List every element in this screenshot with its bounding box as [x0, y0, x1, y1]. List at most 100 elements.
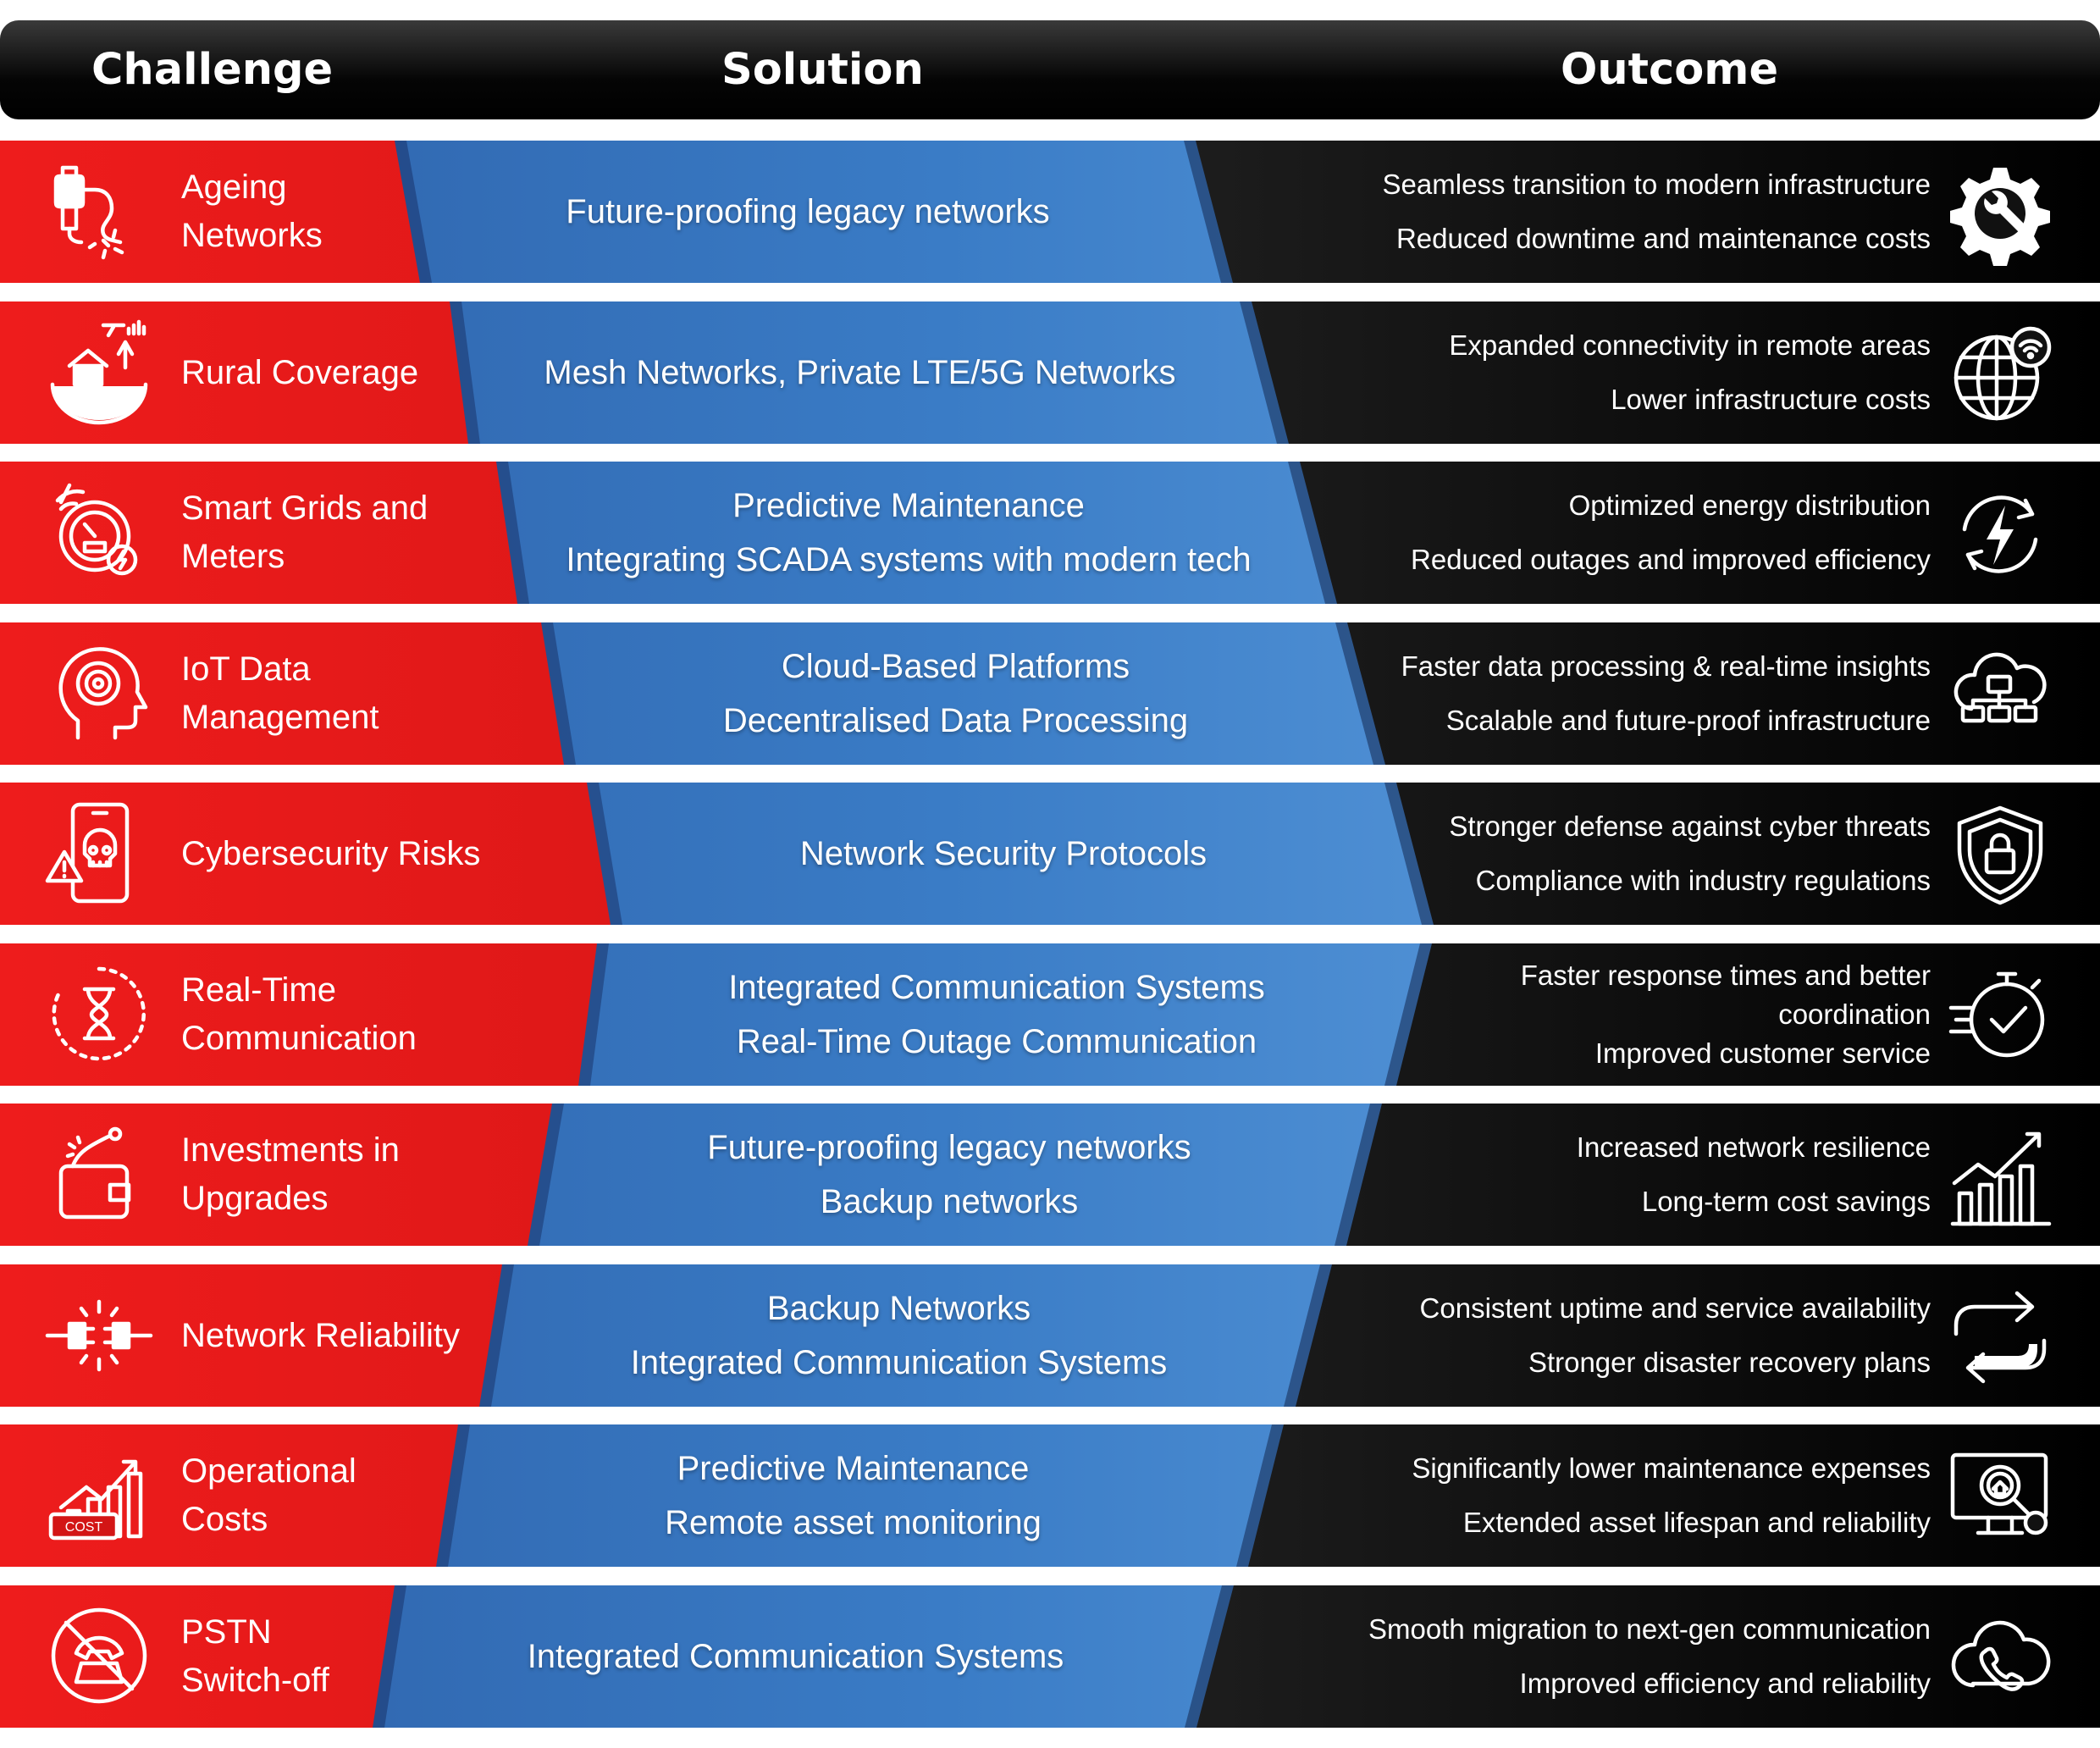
challenge-label: IoT Data Management	[181, 650, 379, 736]
plug-connect-icon	[44, 1280, 154, 1390]
outcome-line: Smooth migration to next-gen communicati…	[1368, 1613, 1931, 1645]
outcome-text: Stronger defense against cyber threats Co…	[1169, 783, 1931, 925]
outcome-line: Optimized energy distribution	[1568, 490, 1931, 521]
cloud-network-icon	[1948, 643, 2053, 748]
challenge-band	[0, 1104, 552, 1246]
cloud-phone-icon	[1948, 1606, 2053, 1711]
outcome-line: Faster response times and better	[1520, 960, 1931, 991]
solution-line: Backup networks	[820, 1183, 1079, 1220]
monitor-inspect-icon	[1948, 1445, 2053, 1550]
solution-text: Predictive Maintenance Remote asset monit…	[475, 1424, 1231, 1567]
outcome-band	[1296, 1264, 2100, 1407]
outcome-text: Smooth migration to next-gen communicati…	[1169, 1585, 1931, 1728]
challenge-label: Real-Time Communication	[181, 971, 417, 1057]
outcome-text: Optimized energy distribution Reduced out…	[1169, 462, 1931, 604]
solution-line: Integrated Communication Systems	[728, 969, 1265, 1006]
solution-text: Cloud-Based Platforms Decentralised Data …	[581, 622, 1330, 765]
smart-meter-icon	[44, 477, 154, 587]
solution-text: Predictive Maintenance Integrating SCADA …	[534, 462, 1283, 604]
outcome-line: Scalable and future-proof infrastructure	[1445, 705, 1931, 736]
solution-line: Predictive Maintenance	[677, 1450, 1030, 1487]
challenge-band	[0, 141, 420, 283]
phone-disabled-icon	[44, 1601, 154, 1711]
solution-line: Future-proofing legacy networks	[707, 1129, 1191, 1166]
solution-line: Real-Time Outage Communication	[736, 1023, 1257, 1060]
outcome-line: Reduced downtime and maintenance costs	[1395, 223, 1931, 254]
challenge-label: Investments in Upgrades	[181, 1131, 400, 1217]
header-challenge: Challenge	[91, 45, 334, 95]
table-row: Cybersecurity Risks Network Security Prot…	[0, 783, 2100, 925]
cost-chart-icon: COST	[44, 1440, 154, 1550]
outcome-band	[1347, 622, 2100, 765]
table-row: Smart Grids and Meters Predictive Mainten…	[0, 462, 2100, 604]
unplugged-cable-icon	[44, 156, 154, 266]
solution-text: Backup Networks Integrated Communication …	[519, 1264, 1279, 1407]
outcome-line: Improved efficiency and reliability	[1519, 1668, 1931, 1699]
growth-chart-icon	[1948, 1124, 2053, 1229]
svg-text:COST: COST	[65, 1520, 103, 1535]
challenge-label: Smart Grids and Meters	[181, 490, 428, 575]
outcome-band	[1248, 1424, 2100, 1567]
phone-threat-icon	[44, 798, 154, 908]
challenge-label: Rural Coverage	[181, 353, 419, 391]
solution-text: Future-proofing legacy networks Backup ne…	[569, 1104, 1329, 1246]
outcome-line: Increased network resilience	[1576, 1131, 1931, 1163]
challenge-label: PSTN Switch-off	[181, 1613, 329, 1699]
outcome-band	[1196, 1585, 2100, 1728]
outcome-line: Lower infrastructure costs	[1611, 384, 1931, 415]
table-row: Rural Coverage Mesh Networks, Private LTE…	[0, 301, 2100, 444]
outcome-text: Faster response times and better coordina…	[1169, 943, 1931, 1086]
table-row: Ageing Networks Future-proofing legacy ne…	[0, 141, 2100, 283]
solution-line: Backup Networks	[766, 1290, 1031, 1327]
solution-line: Mesh Networks, Private LTE/5G Networks	[544, 354, 1176, 391]
outcome-line: Expanded connectivity in remote areas	[1449, 329, 1931, 361]
solution-line: Integrating SCADA systems with modern te…	[566, 541, 1252, 578]
outcome-line: coordination	[1778, 998, 1931, 1030]
outcome-line: Significantly lower maintenance expenses	[1412, 1452, 1931, 1484]
hourglass-timer-icon	[44, 959, 154, 1069]
outcome-text: Expanded connectivity in remote areas Low…	[1169, 301, 1931, 444]
solution-line: Predictive Maintenance	[732, 487, 1085, 524]
gear-wrench-icon	[1948, 161, 2053, 266]
outcome-text: Significantly lower maintenance expenses…	[1169, 1424, 1931, 1567]
challenge-label: Operational Costs	[181, 1452, 356, 1538]
solution-text: Integrated Communication Systems	[412, 1585, 1180, 1728]
header-outcome: Outcome	[1561, 45, 1779, 95]
outcome-line: Consistent uptime and service availabili…	[1419, 1292, 1931, 1324]
table-row: COST Operational Costs Predictive Maintena…	[0, 1424, 2100, 1567]
outcome-text: Consistent uptime and service availabili…	[1169, 1264, 1931, 1407]
solution-text: Future-proofing legacy networks	[437, 141, 1179, 283]
outcome-band	[1300, 462, 2100, 604]
outcome-line: Stronger disaster recovery plans	[1528, 1347, 1931, 1378]
solution-line: Decentralised Data Processing	[722, 702, 1189, 739]
challenge-band	[0, 462, 517, 604]
outcome-line: Compliance with industry regulations	[1475, 865, 1931, 896]
solution-text: Mesh Networks, Private LTE/5G Networks	[485, 301, 1235, 444]
outcome-line: Improved customer service	[1594, 1037, 1931, 1069]
outcome-band	[1396, 943, 2100, 1086]
solution-line: Integrated Communication Systems	[527, 1638, 1064, 1675]
solution-line: Cloud-Based Platforms	[781, 648, 1130, 685]
table-row: IoT Data Management Cloud-Based Platforms…	[0, 622, 2100, 765]
challenge-label: Network Reliability	[181, 1316, 460, 1354]
challenge-label: Cybersecurity Risks	[181, 834, 481, 872]
solution-text: Network Security Protocols	[627, 783, 1379, 925]
solution-line: Remote asset monitoring	[665, 1504, 1042, 1541]
challenge-label: Ageing Networks	[181, 169, 323, 254]
table-header: Challenge Solution Outcome	[0, 20, 2100, 119]
table-row: Network Reliability Backup Networks Integr…	[0, 1264, 2100, 1407]
outcome-line: Faster data processing & real-time insig…	[1401, 650, 1931, 682]
table-row: Investments in Upgrades Future-proofing l…	[0, 1104, 2100, 1246]
outcome-band	[1196, 141, 2100, 283]
outcome-text: Seamless transition to modern infrastruc…	[1169, 141, 1931, 283]
outcome-band	[1396, 783, 2100, 925]
table-row: PSTN Switch-off Integrated Communication …	[0, 1585, 2100, 1728]
stopwatch-check-icon	[1948, 964, 2053, 1069]
solution-line: Integrated Communication Systems	[630, 1344, 1168, 1381]
wallet-investment-icon	[44, 1119, 154, 1229]
outcome-line: Stronger defense against cyber threats	[1449, 810, 1931, 842]
table-row: Real-Time Communication Integrated Commun…	[0, 943, 2100, 1086]
header-solution: Solution	[721, 45, 924, 95]
outcome-line: Extended asset lifespan and reliability	[1462, 1507, 1931, 1538]
outcome-line: Long-term cost savings	[1641, 1186, 1931, 1217]
